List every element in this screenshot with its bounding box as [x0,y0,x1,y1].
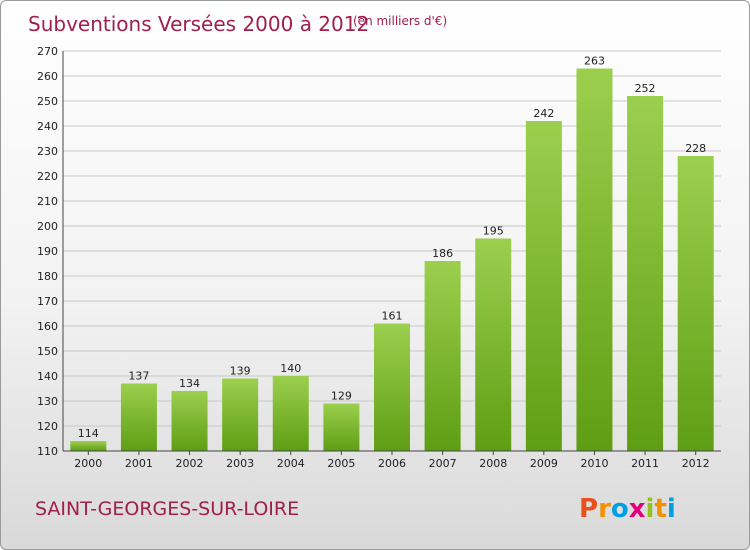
y-tick-label: 170 [37,295,58,308]
bars: 114 137 134 139 140 129 161 186 195 242 263 252 228 [70,55,714,451]
value-label-2000: 114 [78,427,99,440]
x-tick-label-2000: 2000 [74,457,102,470]
value-label-2003: 139 [230,365,251,378]
value-label-2011: 252 [635,82,656,95]
value-label-2004: 140 [280,362,301,375]
y-tick-label: 210 [37,195,58,208]
logo-letter: r [598,494,611,524]
value-label-2008: 195 [483,225,504,238]
logo-letter: i [646,494,655,524]
y-tick-label: 260 [37,70,58,83]
logo-letter: P [579,494,598,524]
y-tick-label: 190 [37,245,58,258]
x-tick-label-2004: 2004 [277,457,305,470]
y-tick-label: 220 [37,170,58,183]
logo-letter: t [654,494,666,524]
logo-letter: i [667,494,676,524]
y-tick-label: 270 [37,45,58,58]
bar-2010 [576,68,613,451]
y-tick-label: 160 [37,320,58,333]
bar-2011 [627,96,664,451]
y-tick-label: 120 [37,420,58,433]
logo-letter: o [611,494,629,524]
y-tick-label: 150 [37,345,58,358]
bar-2000 [70,441,107,451]
value-label-2007: 186 [432,247,453,260]
y-tick-label: 130 [37,395,58,408]
value-label-2009: 242 [533,107,554,120]
value-label-2005: 129 [331,390,352,403]
x-tick-label-2003: 2003 [226,457,254,470]
value-label-2002: 134 [179,377,200,390]
y-tick-label: 240 [37,120,58,133]
y-tick-label: 180 [37,270,58,283]
x-tick-label-2002: 2002 [176,457,204,470]
location-name: SAINT-GEORGES-SUR-LOIRE [35,498,299,520]
chart-subtitle: (en milliers d'€) [353,14,447,28]
bar-2012 [677,156,714,451]
y-tick-label: 230 [37,145,58,158]
y-axis-ticks: 110 120 130 140 150 160 170 180 190 200 210 220 230 2… [37,45,58,458]
bar-2001 [120,383,157,451]
x-tick-label-2012: 2012 [682,457,710,470]
x-tick-label-2001: 2001 [125,457,153,470]
y-tick-label: 200 [37,220,58,233]
bar-2008 [475,238,512,451]
proxiti-logo: Proxiti [579,494,676,524]
y-tick-label: 140 [37,370,58,383]
x-tick-label-2006: 2006 [378,457,406,470]
value-label-2006: 161 [382,310,403,323]
y-tick-label: 250 [37,95,58,108]
bar-2007 [424,261,461,451]
value-label-2012: 228 [685,142,706,155]
bar-2006 [374,323,410,451]
chart-title: Subventions Versées 2000 à 2012 [28,12,369,36]
y-tick-label: 110 [37,445,58,458]
bar-2009 [525,121,562,451]
bar-2004 [272,376,309,451]
x-tick-label-2009: 2009 [530,457,558,470]
x-axis-ticks: 2000 2001 2002 2003 2004 2005 2006 2007 2008 2009… [74,451,710,470]
bar-2003 [222,378,259,451]
bar-2005 [323,403,360,451]
bar-2002 [171,391,208,451]
value-label-2001: 137 [128,370,149,383]
x-tick-label-2008: 2008 [479,457,507,470]
x-tick-label-2011: 2011 [631,457,659,470]
value-label-2010: 263 [584,55,605,68]
logo-letter: x [629,494,646,524]
x-tick-label-2005: 2005 [327,457,355,470]
x-tick-label-2010: 2010 [580,457,608,470]
x-tick-label-2007: 2007 [429,457,457,470]
